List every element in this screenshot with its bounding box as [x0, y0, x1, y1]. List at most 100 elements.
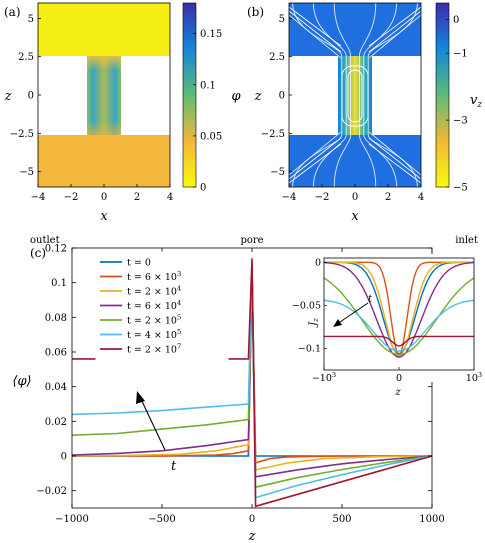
panel-c-ytick-2: 0.02 [45, 417, 67, 428]
inset-annotation: t [368, 294, 373, 305]
streamline [368, 6, 422, 47]
streamline [368, 131, 422, 176]
streamline [288, 131, 342, 176]
legend-entry-3: t = 6 × 104 [127, 299, 181, 312]
streamline [288, 10, 342, 53]
inset-arrow-head [333, 319, 342, 327]
panel-b-reservoir-top [289, 3, 421, 56]
inset-ylabel: Jz [308, 318, 320, 328]
pa-cbtick-1: 0.05 [200, 131, 222, 142]
panel-c-series [71, 258, 433, 508]
panel-b-colorbar-ticks: 0 −1 −3 −5 [446, 15, 468, 194]
pb-ytick-3: 2.5 [269, 52, 285, 63]
panel-a-reservoir-top [38, 3, 170, 56]
pa-ytick-2: 0 [28, 91, 34, 102]
panel-a-ylabel: z [4, 89, 12, 104]
panel-c-ytick-1: 0 [61, 452, 67, 463]
pb-cbtick-3: −5 [453, 183, 468, 194]
panel-c-yticks: −0.02 0 0.02 0.04 0.06 0.08 0.1 0.12 [36, 244, 432, 497]
panel-a-yticks: −5 −2.5 0 2.5 5 [10, 14, 41, 178]
panel-c-xtick-0: −1000 [55, 514, 89, 525]
inset-xticks: −103 0 103 [312, 367, 482, 384]
panel-c-annotation: t [171, 459, 177, 474]
pa-ytick-3: 2.5 [18, 52, 34, 63]
pb-ytick-2: 0 [279, 91, 285, 102]
panel-c-top-labels: outlet pore inlet [30, 235, 478, 246]
streamline [368, 14, 422, 59]
pa-xtick-3: 2 [134, 192, 140, 203]
inset-series-5 [323, 299, 475, 352]
panel-c-xtick-4: 1000 [419, 514, 444, 525]
inset-series [323, 261, 475, 358]
pa-ytick-4: 5 [28, 14, 34, 25]
panel-a-colorbar-ticks: 0 0.05 0.1 0.15 [193, 29, 222, 194]
inset-yticks: 0 −0.05 −0.1 [292, 257, 327, 354]
pb-ytick-1: −2.5 [261, 129, 285, 140]
pb-ytick-4: 5 [279, 14, 285, 25]
pb-xtick-1: −2 [315, 192, 330, 203]
pb-xtick-2: 0 [352, 192, 358, 203]
streamline [288, 143, 342, 184]
panel-c-ytick-4: 0.06 [45, 348, 67, 359]
pa-ytick-1: −2.5 [10, 129, 34, 140]
legend-entry-5: t = 4 × 105 [127, 328, 181, 341]
streamline [368, 143, 422, 184]
panel-c-ylabel: ⟨φ⟩ [12, 374, 31, 389]
inset-ytick-0: 0 [315, 257, 321, 268]
pa-xtick-0: −4 [31, 192, 46, 203]
streamline [288, 6, 342, 47]
inset-ytick-1: −0.05 [292, 300, 321, 311]
pa-cbtick-0: 0 [200, 183, 206, 194]
pa-cbtick-3: 0.15 [200, 29, 222, 40]
panel-b-pore [338, 56, 372, 135]
streamline [341, 65, 369, 127]
pa-xtick-4: 4 [167, 192, 173, 203]
panel-a: (a) −4 −2 0 2 4 −5 −2.5 0 2.5 5 x z 0 0.05 0.1 0.15… [4, 2, 241, 224]
panel-c-label-outlet: outlet [30, 235, 60, 246]
legend-entry-4: t = 2 × 105 [127, 314, 181, 327]
panel-b-ylabel: z [254, 89, 262, 104]
pa-xtick-2: 0 [101, 192, 107, 203]
panel-b-xlabel: x [351, 209, 359, 224]
panel-c-inset: −103 0 103 0 −0.05 −0.1 z Jz t [292, 254, 482, 398]
panel-c: (c) outlet pore inlet −1000 −500 0 500 1000 −0… [12, 235, 482, 543]
panel-b: (b) −4 −2 0 2 4 −5 −2.5 0 2.5 5 x z 0 −1 −3 −5 vz [247, 2, 482, 224]
panel-c-label-inlet: inlet [455, 235, 478, 246]
panel-b-colorbar [435, 2, 450, 188]
panel-b-heatmap [288, 2, 422, 188]
panel-b-xticks: −4 −2 0 2 4 [282, 184, 424, 203]
streamline [288, 137, 342, 180]
inset-series-6 [324, 335, 474, 347]
panel-c-label: (c) [30, 246, 46, 260]
legend-entry-1: t = 6 × 103 [127, 270, 181, 283]
panel-a-colorbar [182, 2, 197, 188]
panel-c-xtick-3: 500 [332, 514, 351, 525]
streamline [358, 2, 377, 188]
panel-c-ytick-6: 0.1 [51, 278, 67, 289]
pb-cbtick-1: −1 [453, 49, 468, 60]
streamline [363, 2, 398, 188]
panel-a-colorbar-label: φ [231, 89, 241, 104]
inset-xlabel: z [394, 387, 401, 398]
legend-entry-0: t = 0 [127, 258, 151, 269]
pa-ytick-0: −5 [19, 167, 34, 178]
inset-arrow-line [336, 302, 369, 325]
panel-c-arrow-head [136, 391, 145, 404]
streamline [288, 14, 342, 59]
streamline [347, 69, 363, 123]
panel-c-arrow-line [139, 396, 166, 451]
panel-c-xtick-1: −500 [148, 514, 175, 525]
panel-c-time-arrow: t [136, 391, 177, 474]
panel-a-reservoir-bottom [38, 135, 170, 187]
legend-entry-6: t = 2 × 107 [127, 343, 181, 356]
panel-b-yticks: −5 −2.5 0 2.5 5 [261, 14, 292, 178]
streamline [333, 2, 352, 188]
panel-c-ytick-0: −0.02 [36, 486, 67, 497]
streamline [368, 10, 422, 53]
panel-c-xlabel: z [248, 529, 256, 543]
panel-a-label: (a) [4, 5, 21, 19]
pb-cbtick-2: −3 [453, 116, 468, 127]
panel-c-ytick-5: 0.08 [45, 313, 67, 324]
